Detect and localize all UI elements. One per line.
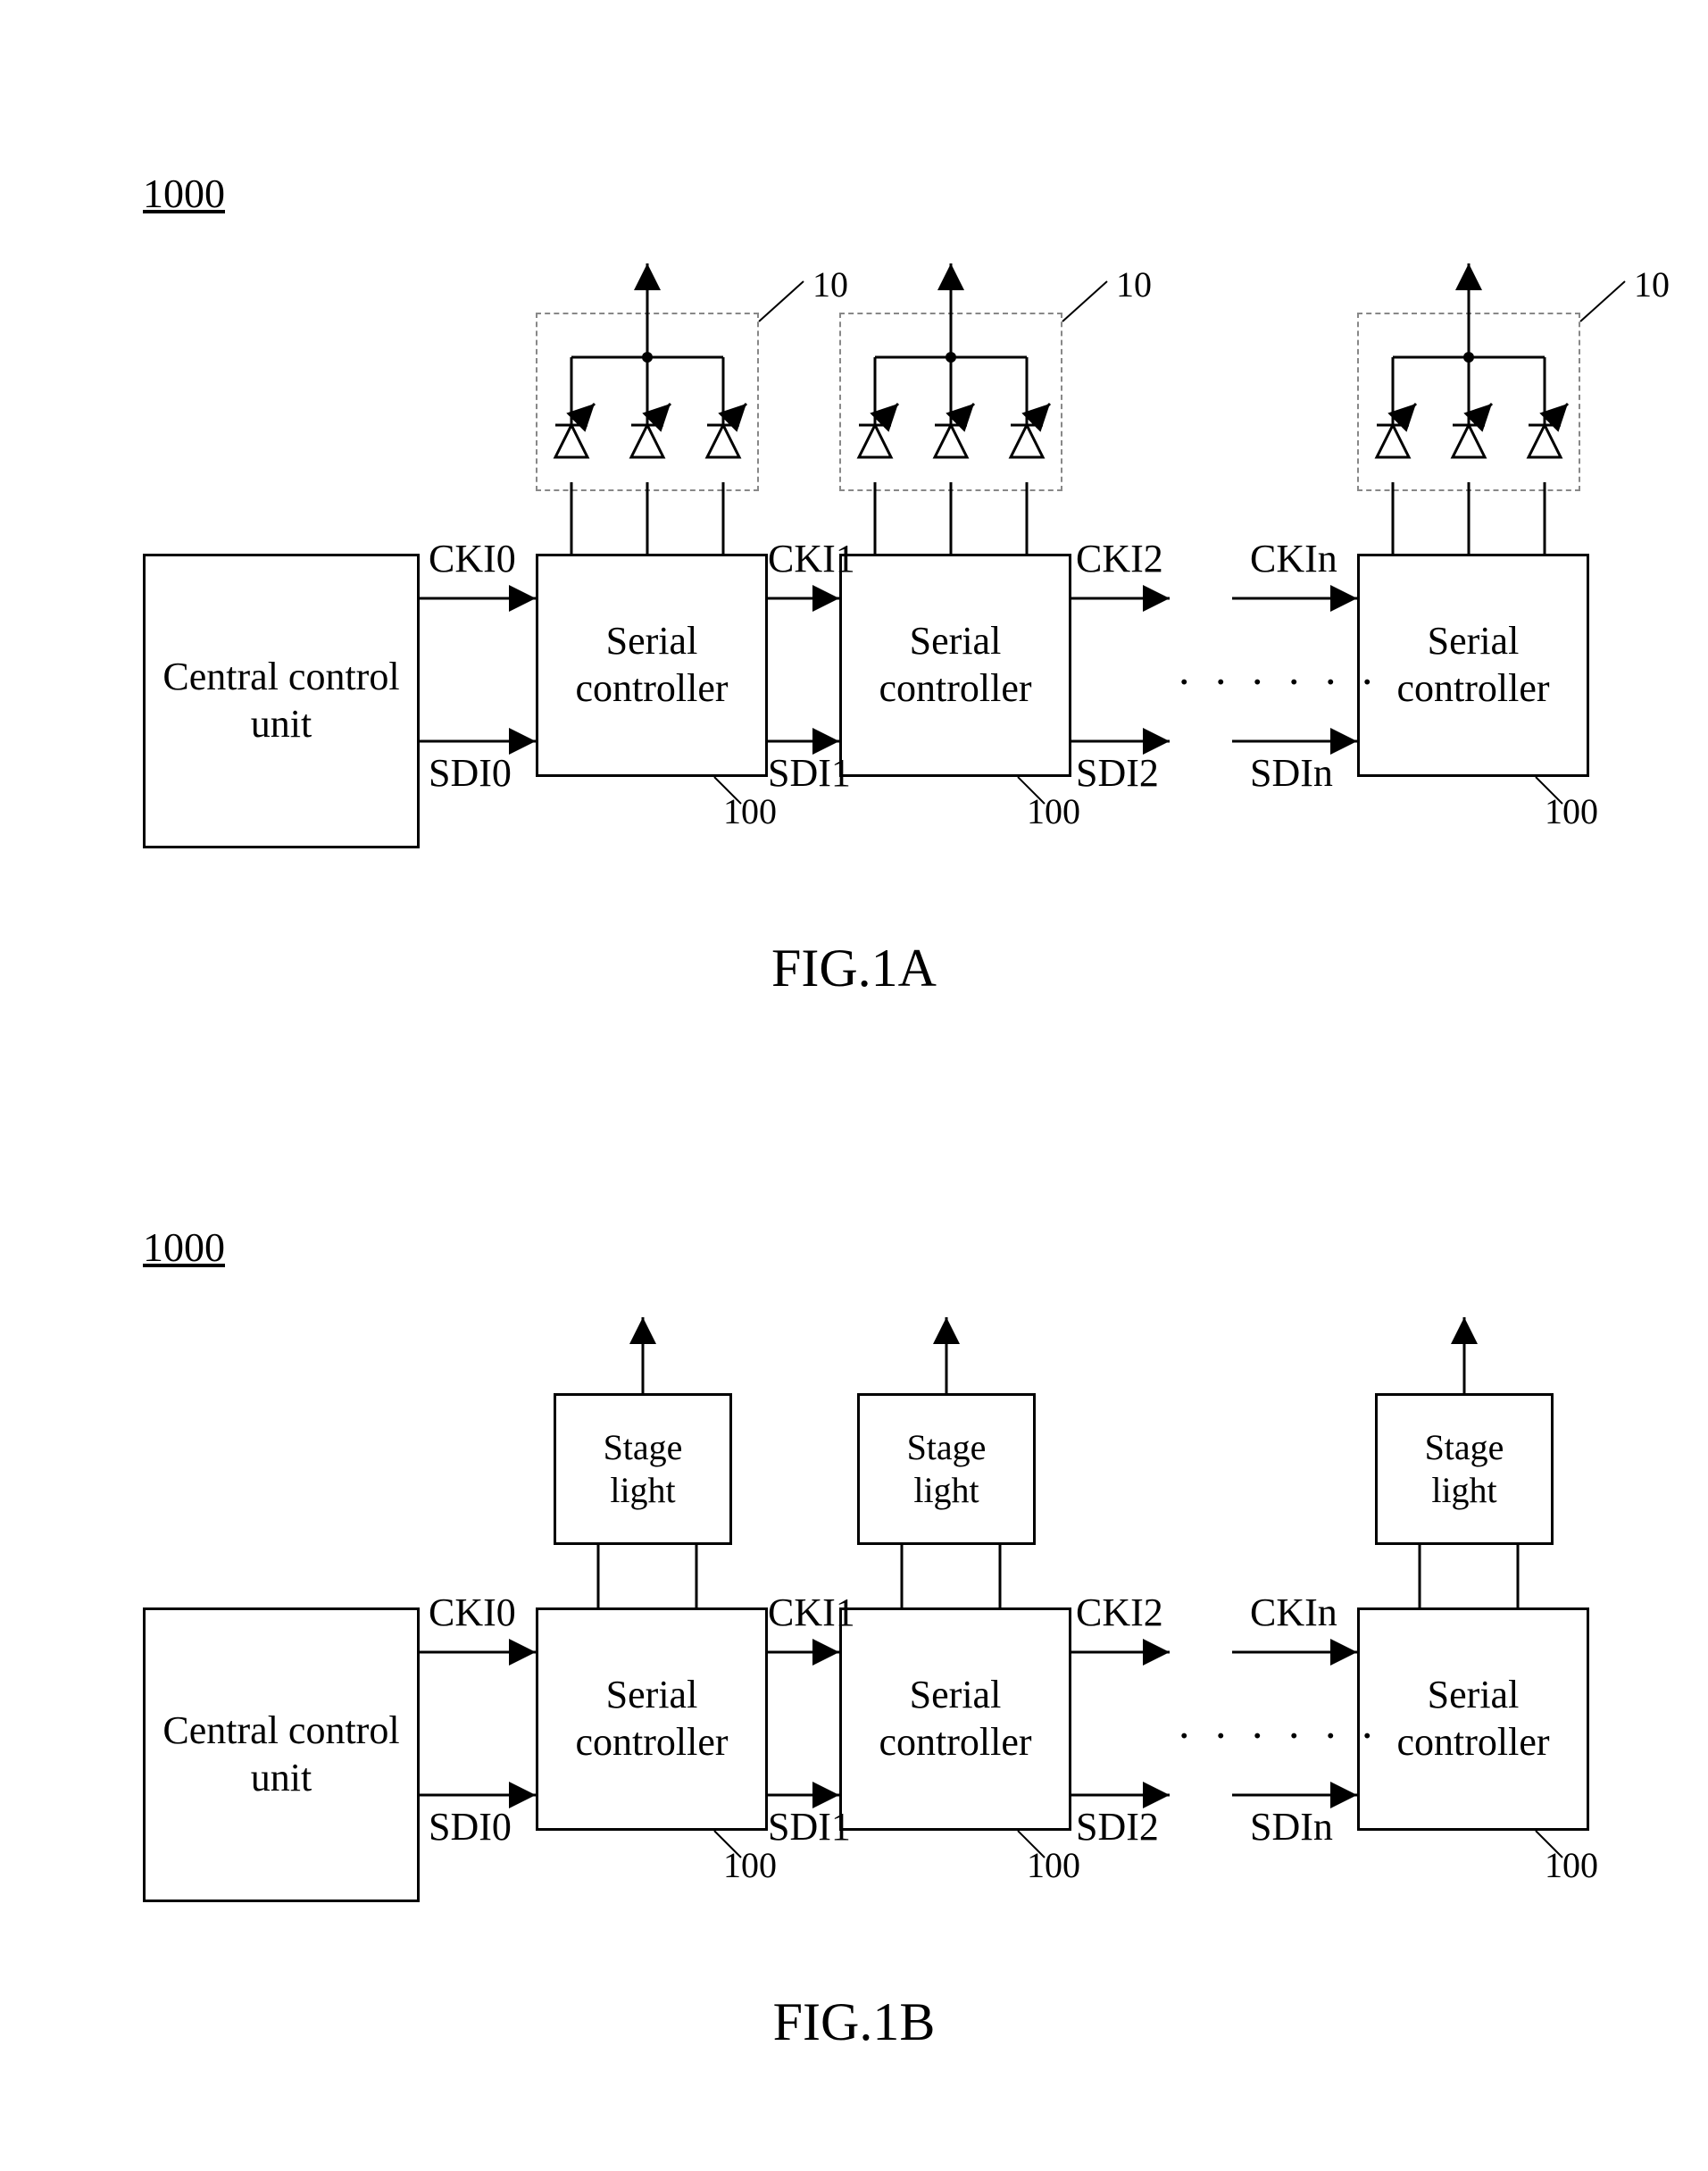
led-group-2-1a	[839, 313, 1062, 491]
sc1-ref-1a: 100	[723, 790, 777, 832]
sc1-text-1b: Serialcontroller	[575, 1672, 728, 1766]
led1-ref-1a: 10	[812, 263, 848, 305]
figure-label-1a: FIG.1A	[771, 938, 937, 999]
ckin-label-1b: CKIn	[1250, 1590, 1337, 1635]
fig-1b: 1000 Central controlunit Serialcontrolle…	[36, 1143, 1672, 2081]
scn-text-1b: Serialcontroller	[1396, 1672, 1549, 1766]
sc2-ref-1a: 100	[1027, 790, 1080, 832]
cki1-label-1b: CKI1	[768, 1590, 855, 1635]
central-control-block-1b: Central controlunit	[143, 1607, 420, 1902]
stage-light-n-1b: Stagelight	[1375, 1393, 1554, 1545]
sl2-text-1b: Stagelight	[907, 1426, 987, 1512]
stage-light-1-1b: Stagelight	[554, 1393, 732, 1545]
page: 1000 Central controlunit Serialcontrolle…	[36, 36, 1672, 2135]
system-ref-1b: 1000	[143, 1223, 225, 1271]
central-control-text-1b: Central controlunit	[162, 1708, 399, 1802]
cki0-label-1b: CKI0	[429, 1590, 516, 1635]
central-control-text-1a: Central controlunit	[162, 654, 399, 748]
cki2-label-1a: CKI2	[1076, 536, 1163, 581]
sdi0-label-1b: SDI0	[429, 1804, 512, 1850]
sc1-ref-1b: 100	[723, 1844, 777, 1886]
system-ref-1a: 1000	[143, 170, 225, 217]
ellipsis-1a: . . . . . .	[1179, 643, 1380, 695]
stage-light-2-1b: Stagelight	[857, 1393, 1036, 1545]
sc2-text-1a: Serialcontroller	[879, 618, 1031, 713]
sdi0-label-1a: SDI0	[429, 750, 512, 796]
scn-ref-1b: 100	[1545, 1844, 1598, 1886]
led-group-1-1a	[536, 313, 759, 491]
serial-controller-n-1a: Serialcontroller	[1357, 554, 1589, 777]
sc2-ref-1b: 100	[1027, 1844, 1080, 1886]
sdi1-label-1a: SDI1	[768, 750, 851, 796]
ckin-label-1a: CKIn	[1250, 536, 1337, 581]
scn-text-1a: Serialcontroller	[1396, 618, 1549, 713]
sdi2-label-1b: SDI2	[1076, 1804, 1159, 1850]
sc1-text-1a: Serialcontroller	[575, 618, 728, 713]
sln-text-1b: Stagelight	[1425, 1426, 1504, 1512]
led2-ref-1a: 10	[1116, 263, 1152, 305]
serial-controller-2-1b: Serialcontroller	[839, 1607, 1071, 1831]
cki1-label-1a: CKI1	[768, 536, 855, 581]
cki2-label-1b: CKI2	[1076, 1590, 1163, 1635]
scn-ref-1a: 100	[1545, 790, 1598, 832]
sc2-text-1b: Serialcontroller	[879, 1672, 1031, 1766]
sdin-label-1a: SDIn	[1250, 750, 1333, 796]
serial-controller-n-1b: Serialcontroller	[1357, 1607, 1589, 1831]
ledn-ref-1a: 10	[1634, 263, 1670, 305]
figure-label-1b: FIG.1B	[773, 1991, 936, 2053]
fig-1a: 1000 Central controlunit Serialcontrolle…	[36, 89, 1672, 1027]
serial-controller-1-1b: Serialcontroller	[536, 1607, 768, 1831]
led-group-n-1a	[1357, 313, 1580, 491]
sl1-text-1b: Stagelight	[604, 1426, 683, 1512]
central-control-block-1a: Central controlunit	[143, 554, 420, 848]
serial-controller-1-1a: Serialcontroller	[536, 554, 768, 777]
sdin-label-1b: SDIn	[1250, 1804, 1333, 1850]
sdi1-label-1b: SDI1	[768, 1804, 851, 1850]
sdi2-label-1a: SDI2	[1076, 750, 1159, 796]
ellipsis-1b: . . . . . .	[1179, 1697, 1380, 1749]
serial-controller-2-1a: Serialcontroller	[839, 554, 1071, 777]
cki0-label-1a: CKI0	[429, 536, 516, 581]
